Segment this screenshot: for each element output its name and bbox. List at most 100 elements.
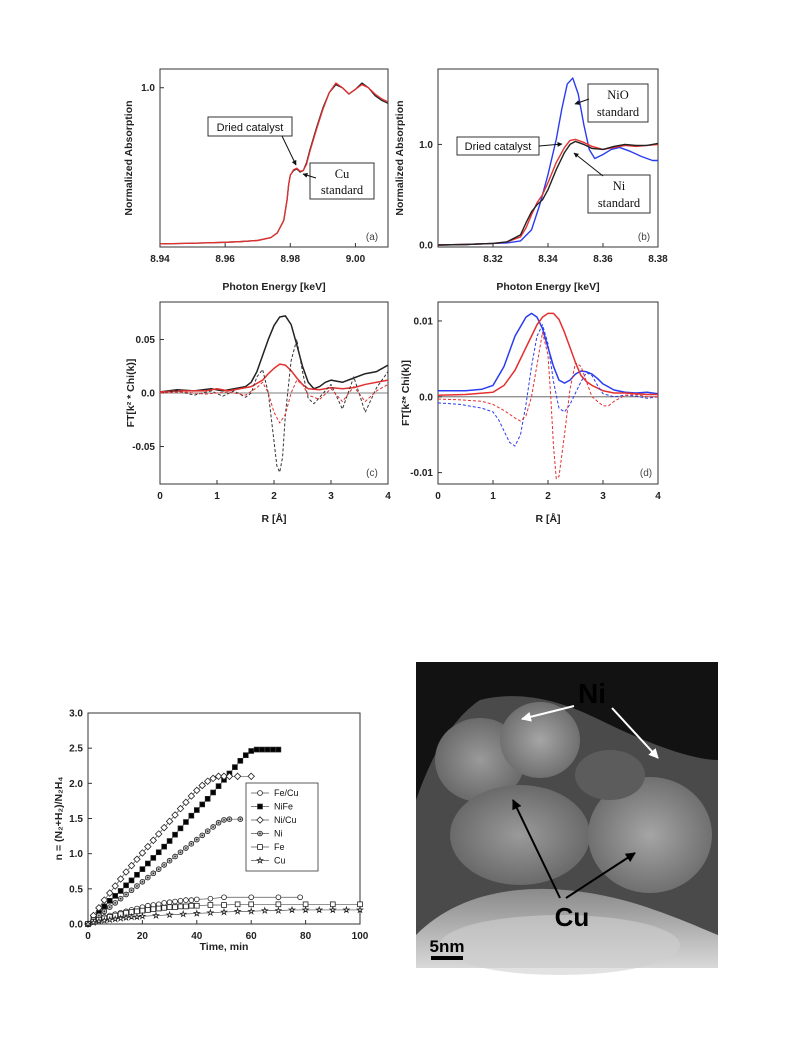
point-Fe bbox=[161, 905, 167, 911]
chart-panel-e: 0 20 40 60 80 100 0.0 0.5 1.0 1.5 2.0 2.5 3.0 Time, m… bbox=[53, 709, 369, 954]
legend-marker bbox=[257, 790, 263, 796]
point-Cu bbox=[342, 905, 351, 914]
legend-marker-dot bbox=[259, 832, 261, 835]
x-axis-title: R [Å] bbox=[261, 512, 286, 525]
chart-panel-c: 0 1 2 3 4 0.05 0.0 -0.05 R [Å] FT[k² * Chi(k)] (c) bbox=[125, 301, 391, 525]
point-Fe bbox=[166, 904, 173, 910]
point-Fe bbox=[145, 907, 151, 913]
x-tick-label: 2 bbox=[271, 491, 277, 502]
point-NiFe bbox=[237, 758, 244, 764]
point-Fe/Cu bbox=[221, 894, 227, 901]
point-Ni/Cu bbox=[225, 772, 234, 781]
point-Ni-dot bbox=[152, 872, 155, 875]
y-axis-title: FT[k² * Chi(k)] bbox=[125, 359, 137, 428]
point-Cu bbox=[179, 909, 188, 918]
point-NiFe bbox=[232, 764, 238, 770]
point-Ni/Cu bbox=[95, 904, 103, 912]
point-Ni/Cu bbox=[214, 772, 223, 781]
point-Ni/Cu bbox=[171, 811, 179, 819]
series-line-1 bbox=[160, 363, 388, 393]
annotation-dried-catalyst-a: Dried catalyst bbox=[217, 122, 284, 134]
series-line-2 bbox=[438, 324, 658, 447]
x-tick-label: 3 bbox=[600, 491, 606, 502]
y-tick-label: 2.0 bbox=[69, 779, 83, 790]
point-Ni/Cu bbox=[233, 772, 242, 781]
series-line-2 bbox=[160, 338, 388, 473]
point-Ni/Cu bbox=[198, 781, 207, 790]
point-Fe bbox=[183, 903, 189, 910]
legend-label-Ni/Cu: Ni/Cu bbox=[274, 815, 297, 825]
point-Cu bbox=[127, 912, 136, 921]
point-Ni-dot bbox=[103, 910, 106, 913]
point-Ni/Cu bbox=[116, 875, 125, 883]
point-NiFe bbox=[123, 882, 129, 889]
x-tick-label: 3 bbox=[328, 491, 334, 502]
point-Ni-dot bbox=[136, 885, 138, 887]
point-Ni/Cu bbox=[105, 889, 114, 897]
annotation-nio-standard-line2: standard bbox=[597, 105, 640, 119]
point-Ni/Cu bbox=[160, 823, 168, 832]
tem-particle-2 bbox=[500, 702, 580, 778]
annotation-nio-standard-line1: NiO bbox=[607, 88, 629, 102]
annotation-arrow-ni-standard bbox=[573, 152, 604, 177]
point-Ni/Cu bbox=[144, 842, 152, 851]
annotation-arrow-nio-standard bbox=[574, 98, 590, 105]
legend-box bbox=[245, 782, 319, 872]
y-tick-label: 1.5 bbox=[69, 814, 83, 825]
point-NiFe bbox=[204, 796, 211, 802]
point-Fe bbox=[234, 901, 241, 908]
point-Cu bbox=[138, 912, 147, 920]
panel-label: (a) bbox=[366, 232, 378, 243]
point-Ni/Cu bbox=[193, 786, 201, 795]
panel-label: (c) bbox=[366, 468, 378, 479]
y-tick-label: -0.01 bbox=[410, 468, 433, 479]
point-Ni-dot bbox=[201, 834, 204, 837]
tem-label-ni: Ni bbox=[578, 678, 606, 709]
legend-marker bbox=[256, 816, 264, 824]
point-NiFe bbox=[106, 897, 113, 904]
x-tick-label: 8.34 bbox=[538, 254, 558, 265]
point-NiFe bbox=[242, 752, 249, 758]
y-tick-label: -0.05 bbox=[132, 442, 155, 453]
x-tick-label: 0 bbox=[85, 931, 91, 942]
x-tick-label: 0 bbox=[157, 491, 163, 502]
point-Ni-dot bbox=[108, 906, 111, 908]
chart-panel-d: 0 1 2 3 4 0.01 0.0 -0.01 R [Å] FT[k²* Chi(k)] (d) bbox=[400, 301, 661, 525]
point-Ni-dot bbox=[228, 818, 231, 821]
point-NiFe bbox=[253, 746, 260, 753]
point-Cu bbox=[165, 910, 174, 919]
point-Ni-dot bbox=[114, 902, 116, 904]
point-Cu bbox=[220, 907, 228, 916]
point-Cu bbox=[132, 912, 141, 921]
point-NiFe bbox=[275, 746, 282, 753]
x-tick-label: 1 bbox=[214, 491, 220, 502]
point-Cu bbox=[122, 913, 131, 922]
annotation-cu-standard-line2: standard bbox=[321, 183, 364, 197]
annotation-box-dried-catalyst-a bbox=[207, 116, 293, 137]
y-tick-label: 1.0 bbox=[419, 140, 433, 151]
x-tick-label: 9.00 bbox=[346, 254, 366, 265]
point-Ni-dot bbox=[157, 868, 160, 870]
x-tick-label: 8.94 bbox=[150, 254, 170, 265]
point-NiFe bbox=[183, 819, 189, 825]
series-line-0 bbox=[438, 77, 658, 246]
point-Fe/Cu bbox=[188, 897, 195, 903]
x-axis-title: Time, min bbox=[200, 941, 249, 953]
series-line-3 bbox=[438, 331, 658, 480]
point-Ni/Cu bbox=[127, 861, 136, 870]
series-line-1 bbox=[438, 312, 658, 397]
point-Cu bbox=[116, 914, 125, 922]
point-Fe bbox=[150, 906, 157, 913]
point-Ni/Cu bbox=[111, 882, 119, 890]
tem-image: Ni Cu 5nm bbox=[416, 662, 718, 975]
point-Cu bbox=[206, 908, 215, 917]
tem-arrow-ni-left bbox=[521, 705, 575, 722]
point-Cu bbox=[328, 905, 337, 914]
x-tick-label: 8.36 bbox=[593, 254, 613, 265]
point-Ni/Cu bbox=[138, 849, 147, 857]
point-Ni-dot bbox=[119, 897, 122, 900]
annotation-box-nio-standard bbox=[587, 83, 649, 123]
point-Ni-dot bbox=[217, 821, 220, 824]
point-NiFe bbox=[199, 801, 206, 808]
annotation-ni-standard-line2: standard bbox=[598, 196, 641, 210]
